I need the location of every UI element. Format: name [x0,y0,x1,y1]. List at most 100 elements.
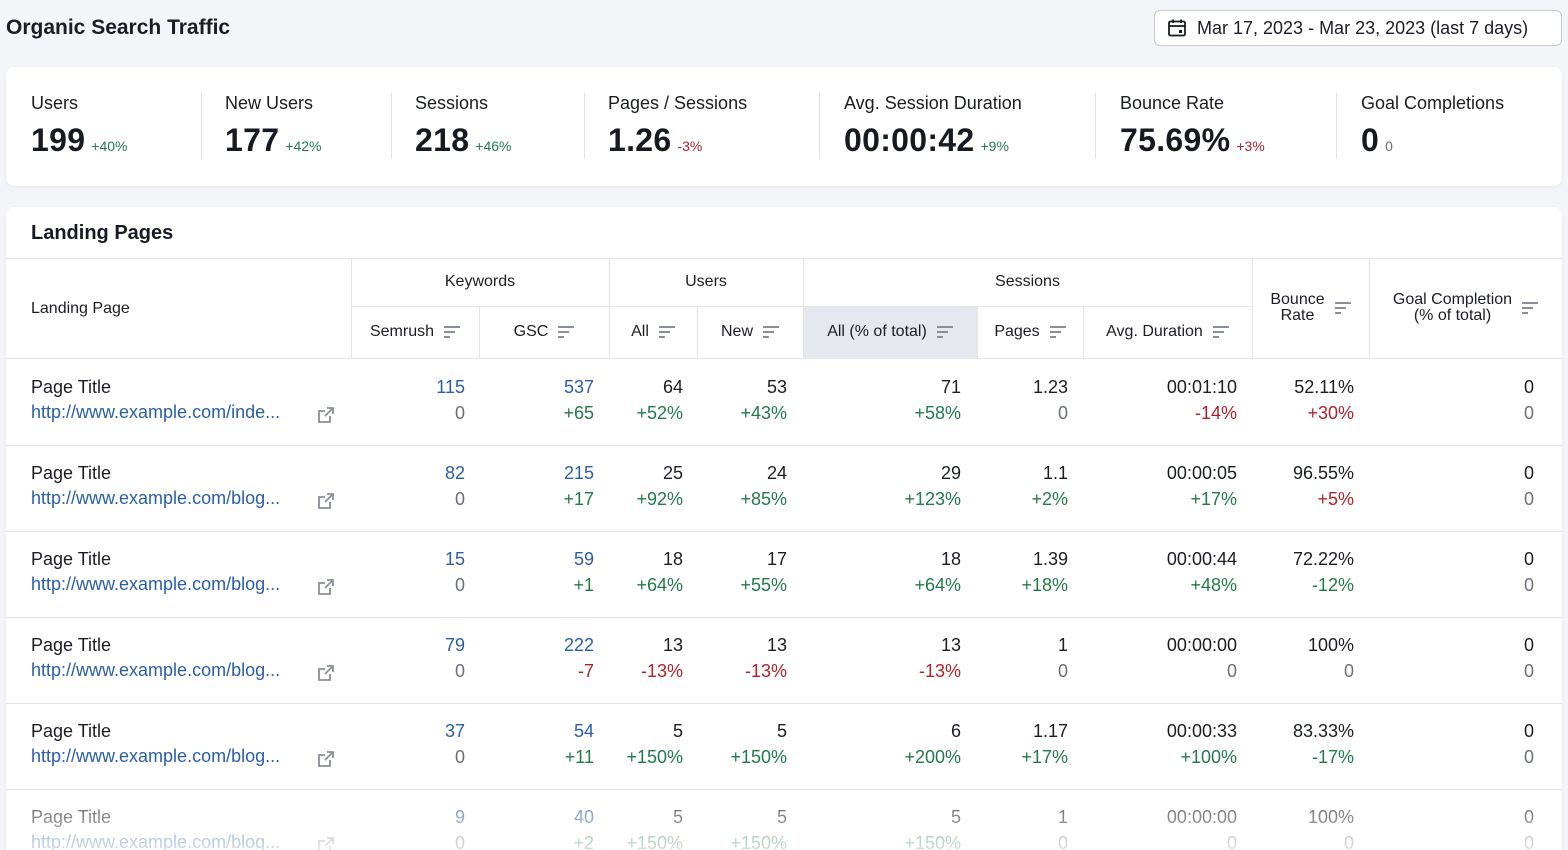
col-header-semrush[interactable]: Semrush [351,306,479,358]
cell-sessions: 18 [940,549,961,569]
row-divider [6,445,1562,446]
cell-new-delta: +55% [740,575,787,595]
cell-new-delta: +43% [740,403,787,423]
cell-gsc[interactable]: 54 [573,721,594,741]
sort-icon[interactable] [1212,326,1229,338]
cell-pages-delta: 0 [1057,833,1068,850]
cell-semrush-delta: 0 [454,489,465,509]
cell-gsc-delta: +1 [573,575,594,595]
cell-duration: 00:00:44 [1166,549,1237,569]
kpi-value: 1.26 [608,122,672,158]
cell-duration: 00:00:00 [1166,807,1237,827]
cell-pages: 1.39 [1032,549,1068,569]
cell-semrush[interactable]: 115 [436,377,465,397]
page-url-link[interactable]: http://www.example.com/blog... [31,660,281,680]
group-header-users: Users [685,273,727,290]
cell-goal-delta: 0 [1523,661,1534,681]
external-link-icon[interactable] [316,663,336,683]
col-header-label: New [720,323,753,340]
cell-users-delta: +92% [636,489,683,509]
cell-gsc-delta: +17 [563,489,594,509]
cell-semrush-delta: 0 [454,403,465,423]
page-url-link[interactable]: http://www.example.com/blog... [31,746,281,766]
cell-gsc[interactable]: 215 [563,463,594,483]
page-url-link[interactable]: http://www.example.com/inde... [31,402,281,422]
cell-semrush[interactable]: 37 [444,721,465,741]
kpi-label: Sessions [415,93,489,113]
kpi-value: 177 [225,122,280,158]
cell-users-delta: +150% [626,833,683,850]
table-grid-line [609,258,610,358]
cell-bounce: 96.55% [1292,463,1354,483]
sort-icon[interactable] [936,326,953,338]
row-divider [6,617,1562,618]
cell-sessions-delta: +200% [904,747,961,767]
cell-semrush[interactable]: 79 [444,635,465,655]
cell-gsc[interactable]: 537 [563,377,594,397]
kpi-divider [1095,93,1096,159]
cell-goal-delta: 0 [1523,833,1534,850]
col-header-all[interactable]: All [609,306,697,358]
bounce-header-line2: Rate [1280,307,1315,324]
external-link-icon[interactable] [316,835,336,850]
kpi-label: Users [31,93,79,113]
page-url-link[interactable]: http://www.example.com/blog... [31,832,281,850]
cell-semrush[interactable]: 9 [454,807,465,827]
external-link-icon[interactable] [316,577,336,597]
kpi-divider [391,93,392,159]
col-header-gsc[interactable]: GSC [479,306,609,358]
cell-goal: 0 [1523,635,1534,655]
cell-goal: 0 [1523,549,1534,569]
sort-icon[interactable] [658,326,675,338]
sort-icon[interactable] [1049,326,1066,338]
cell-gsc[interactable]: 59 [573,549,594,569]
group-header-sessions: Sessions [995,273,1060,290]
sort-icon[interactable] [1334,302,1351,314]
cell-new-delta: +150% [730,747,787,767]
col-header-label: GSC [513,323,549,340]
kpi-delta: +42% [285,138,322,154]
page-title-cell: Page Title [31,463,112,483]
kpi-new-users: New Users 177 +42% [225,93,322,163]
col-header-label: Semrush [369,323,435,340]
cell-new: 5 [776,807,787,827]
cell-duration-delta: -14% [1194,403,1237,423]
page-url-link[interactable]: http://www.example.com/blog... [31,488,281,508]
table-grid-line [1369,258,1370,358]
cell-pages-delta: 0 [1057,403,1068,423]
sort-icon[interactable] [444,326,461,338]
cell-gsc-delta: -7 [577,661,594,681]
table-row: Page Title http://www.example.com/blog..… [6,703,1562,789]
sort-icon[interactable] [558,326,575,338]
sort-icon[interactable] [1522,302,1539,314]
cell-gsc[interactable]: 222 [563,635,594,655]
external-link-icon[interactable] [316,405,336,425]
col-header-avg-duration[interactable]: Avg. Duration [1083,306,1252,358]
sort-icon[interactable] [763,326,779,338]
cell-goal-delta: 0 [1523,489,1534,509]
date-range-picker[interactable]: Mar 17, 2023 - Mar 23, 2023 (last 7 days… [1154,10,1562,46]
cell-sessions-delta: +58% [914,403,961,423]
col-header-pages[interactable]: Pages [977,306,1083,358]
cell-semrush[interactable]: 82 [444,463,465,483]
col-header-goal-completion[interactable]: Goal Completion (% of total) [1369,258,1562,358]
cell-users-delta: +150% [626,747,683,767]
external-link-icon[interactable] [316,749,336,769]
col-header-new[interactable]: New [697,306,803,358]
table-row: Page Title http://www.example.com/blog..… [6,789,1562,850]
cell-new: 24 [766,463,787,483]
cell-semrush[interactable]: 15 [444,549,465,569]
external-link-icon[interactable] [316,491,336,511]
cell-new-delta: +85% [740,489,787,509]
cell-new: 53 [766,377,787,397]
cell-duration: 00:00:33 [1166,721,1237,741]
calendar-icon [1167,18,1187,38]
page-url-link[interactable]: http://www.example.com/blog... [31,574,281,594]
col-header-landing-page[interactable]: Landing Page [31,300,130,317]
cell-users: 13 [662,635,683,655]
col-header-bounce-rate[interactable]: Bounce Rate [1252,258,1369,358]
cell-sessions: 13 [940,635,961,655]
col-header-sessions-all[interactable]: All (% of total) [803,306,977,358]
kpi-value: 00:00:42 [844,122,975,158]
table-grid-line [1252,258,1253,358]
